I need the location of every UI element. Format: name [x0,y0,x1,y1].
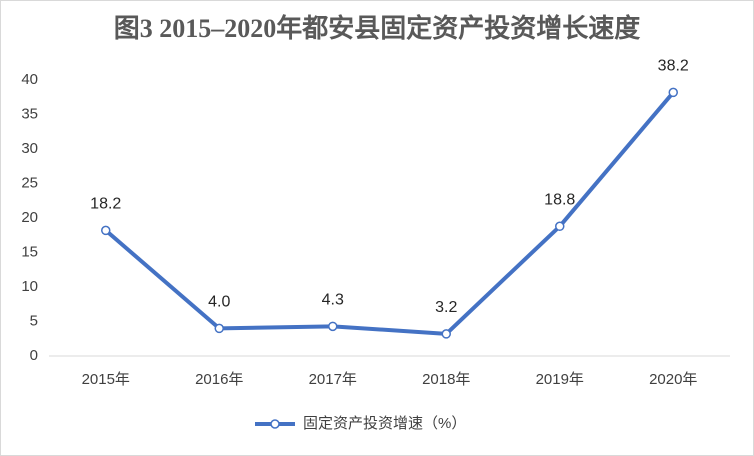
data-point [214,323,224,334]
value-label: 18.8 [544,191,575,208]
x-tick-label: 2018年 [422,371,470,388]
legend-label: 固定资产投资增速（%） [303,415,466,432]
y-tick-label: 40 [21,71,38,88]
value-label: 3.2 [435,299,457,316]
value-label: 38.2 [658,58,689,75]
y-tick-label: 15 [21,243,38,260]
y-tick-label: 35 [21,105,38,122]
y-tick-label: 0 [30,347,38,364]
data-point [441,329,451,339]
value-label: 4.3 [322,292,344,309]
chart-title: 图3 2015–2020年都安县固定资产投资增长速度 [114,13,641,43]
data-point [555,221,565,232]
legend-marker [270,419,280,429]
x-tick-label: 2017年 [309,371,357,388]
x-tick-label: 2019年 [536,371,584,388]
x-tick-label: 2015年 [82,371,130,388]
y-tick-label: 25 [21,174,38,191]
data-point [328,321,338,332]
data-point [668,87,678,98]
data-point [101,225,111,236]
x-tick-label: 2016年 [195,371,243,388]
value-label: 4.0 [208,294,230,311]
x-tick-label: 2020年 [649,371,697,388]
data-line [104,91,675,336]
y-tick-label: 20 [21,209,38,226]
value-label: 18.2 [90,196,121,213]
y-tick-label: 10 [21,278,38,295]
y-tick-label: 30 [21,140,38,157]
y-tick-label: 5 [30,312,38,329]
